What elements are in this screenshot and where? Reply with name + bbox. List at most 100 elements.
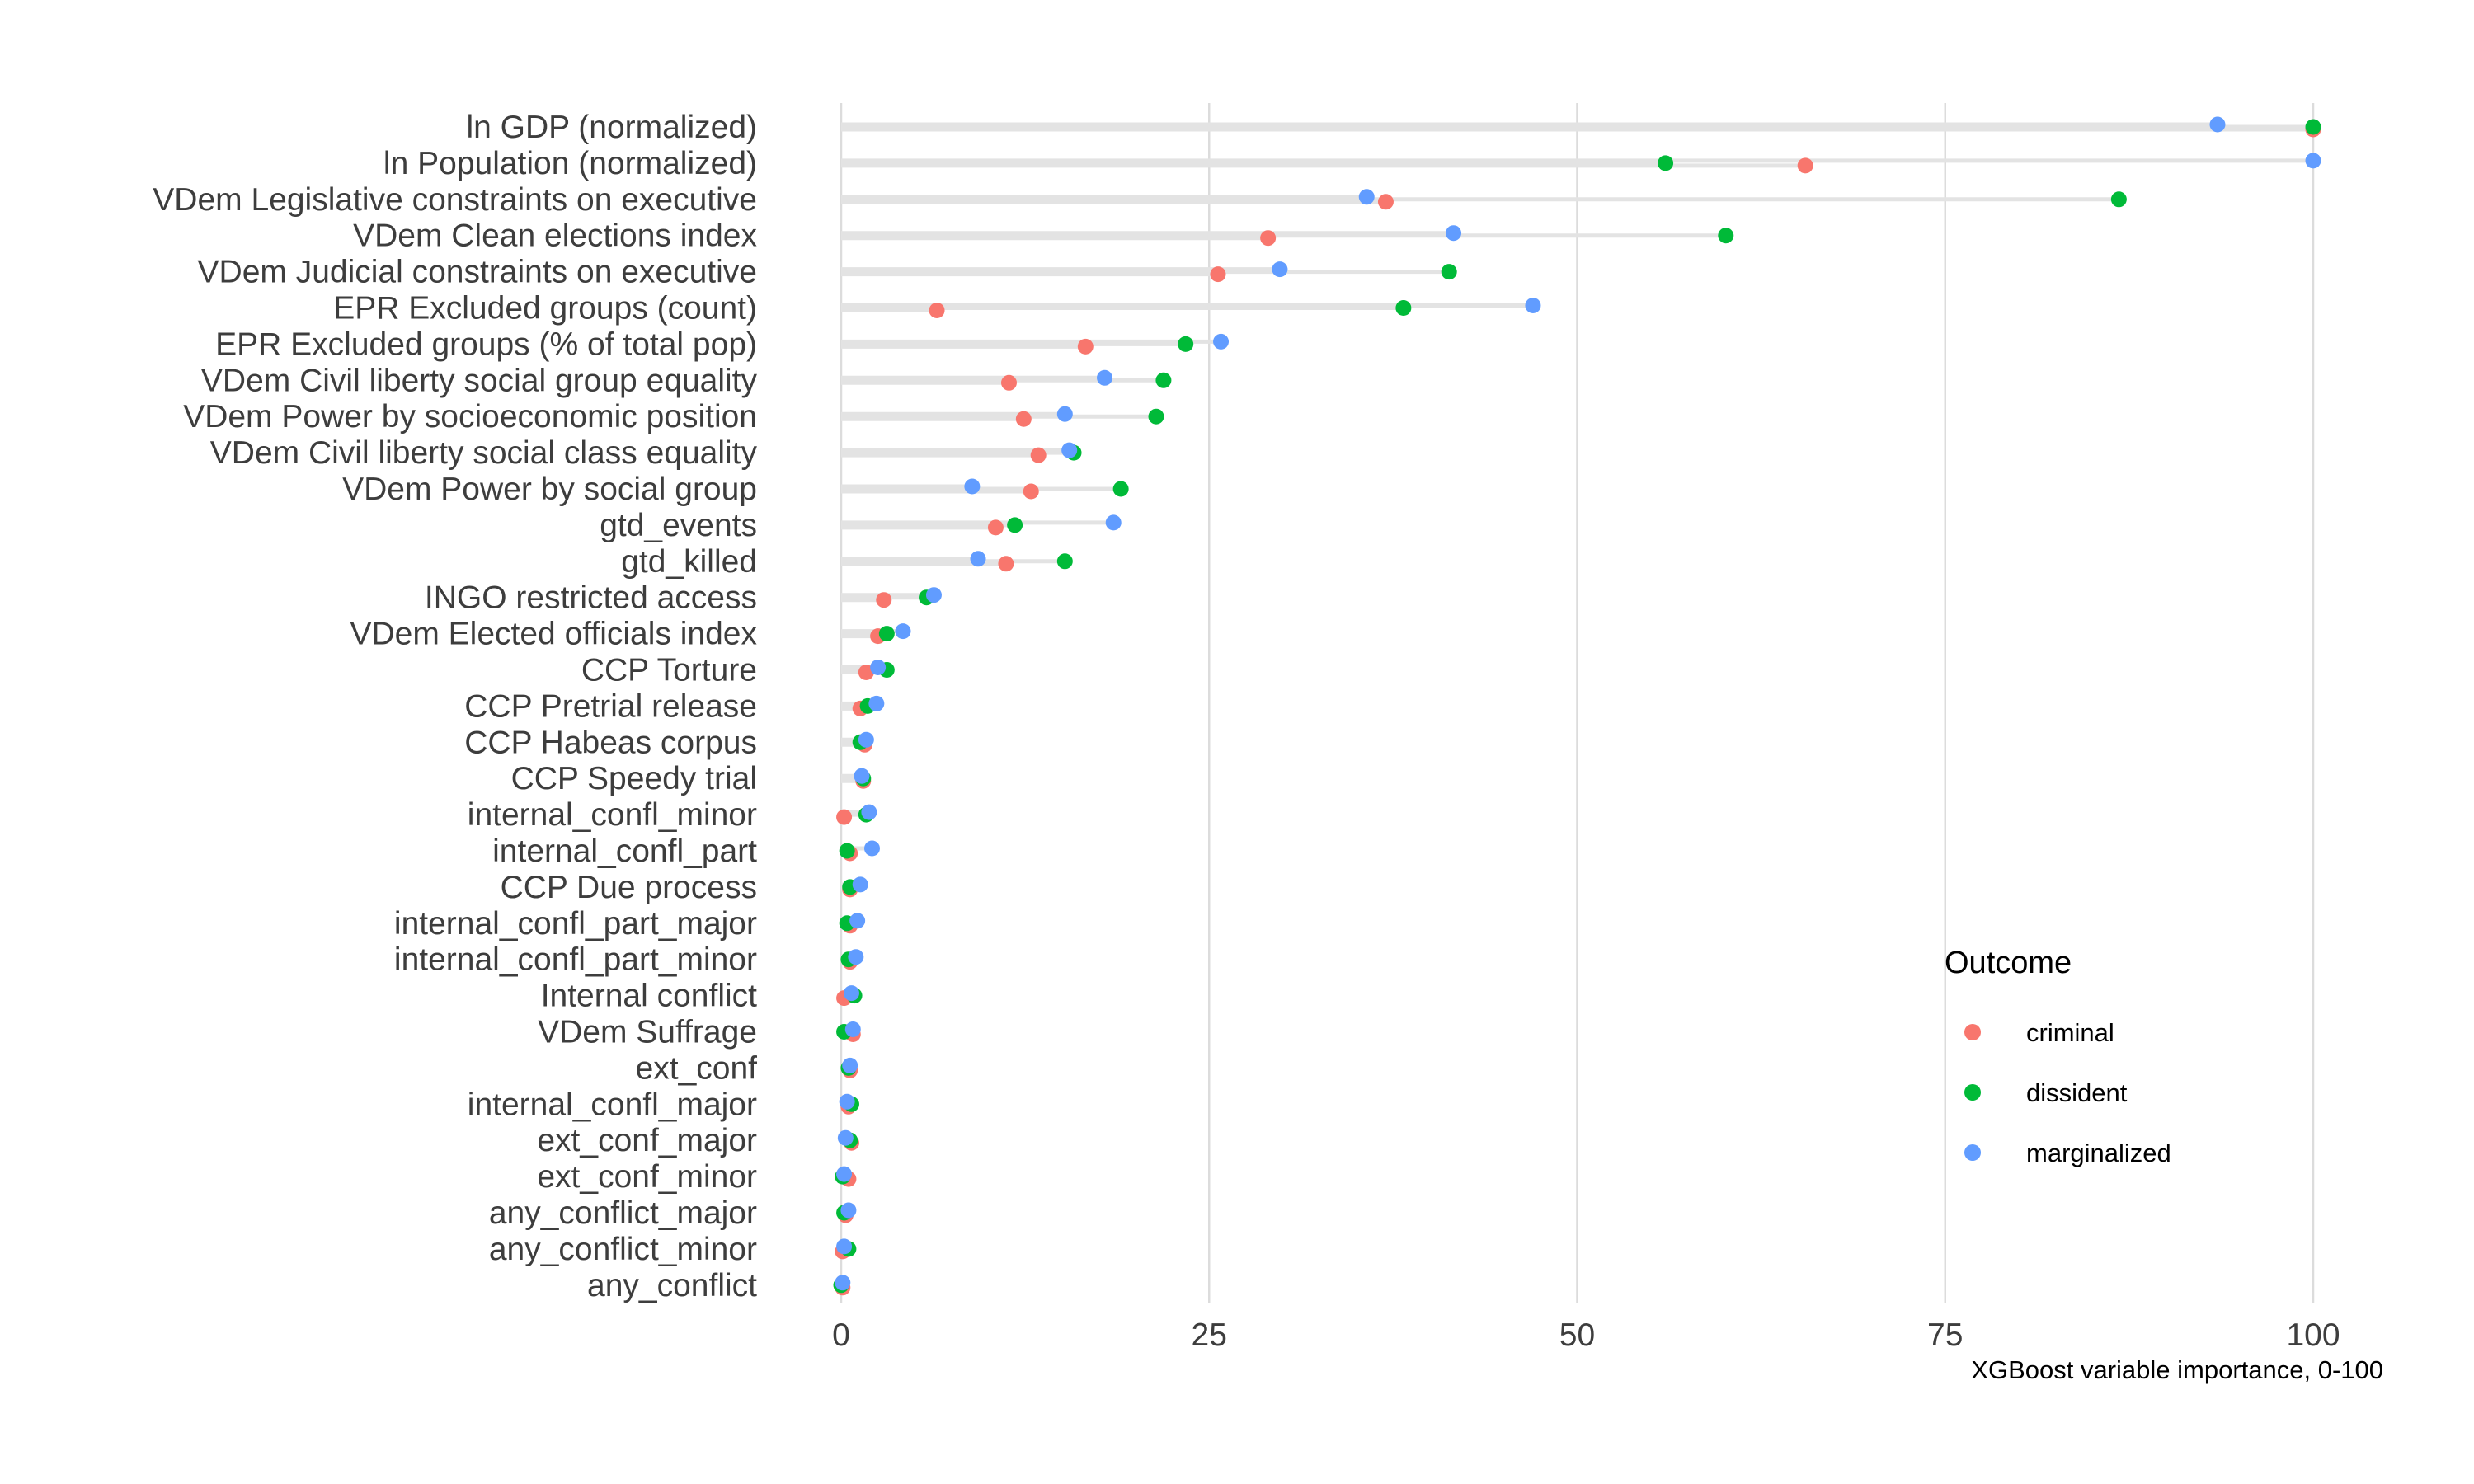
y-category-label: VDem Clean elections index (353, 218, 757, 254)
y-category-label: EPR Excluded groups (% of total pop) (215, 326, 757, 362)
y-category-label: ext_conf_major (537, 1123, 757, 1158)
y-category-label: INGO restricted access (425, 580, 757, 616)
point-marginalized (925, 587, 942, 603)
y-category-label: VDem Legislative constraints on executiv… (153, 182, 757, 218)
point-marginalized (1272, 261, 1288, 278)
point-criminal (858, 665, 874, 680)
point-marginalized (836, 1238, 853, 1255)
point-criminal (929, 303, 945, 318)
point-criminal (998, 556, 1014, 572)
point-marginalized (863, 840, 880, 857)
y-category-label: any_conflict (587, 1268, 757, 1303)
point-criminal (1797, 157, 1813, 174)
y-category-label: internal_confl_major (468, 1087, 757, 1122)
point-marginalized (840, 1202, 857, 1219)
y-category-label: CCP Due process (501, 870, 757, 905)
y-category-label: ln GDP (normalized) (466, 110, 757, 145)
x-tick-label: 75 (1927, 1317, 1963, 1353)
y-category-label: CCP Torture (581, 653, 757, 688)
legend-label-marginalized: marginalized (2026, 1139, 2171, 1167)
legend-label-dissident: dissident (2026, 1078, 2128, 1107)
point-criminal (836, 809, 853, 825)
data-points (833, 116, 2321, 1296)
y-category-label: ext_conf_minor (537, 1159, 757, 1195)
point-marginalized (868, 695, 885, 711)
point-criminal (876, 592, 892, 608)
point-dissident (2305, 119, 2321, 135)
y-category-label: VDem Power by social group (342, 472, 757, 507)
x-tick-label: 50 (1559, 1317, 1595, 1353)
point-marginalized (854, 768, 870, 784)
point-marginalized (835, 1275, 851, 1291)
point-marginalized (964, 478, 981, 495)
y-category-label: VDem Power by socioeconomic position (183, 399, 757, 434)
point-marginalized (852, 876, 868, 893)
point-marginalized (2305, 153, 2321, 169)
legend-label-criminal: criminal (2026, 1018, 2114, 1047)
point-marginalized (1097, 369, 1113, 386)
point-marginalized (842, 1057, 858, 1073)
point-marginalized (861, 804, 877, 820)
legend-key-dissident (1964, 1084, 1981, 1101)
x-axis-tick-labels: 0 25 50 75 100 (832, 1317, 2340, 1353)
point-marginalized (848, 949, 864, 965)
point-marginalized (849, 913, 866, 929)
point-dissident (1007, 517, 1023, 533)
point-criminal (1210, 266, 1226, 283)
point-marginalized (1358, 189, 1375, 205)
point-marginalized (1446, 225, 1462, 242)
y-category-label: EPR Excluded groups (count) (333, 291, 757, 326)
y-category-label: gtd_killed (621, 544, 757, 580)
y-axis-labels: ln GDP (normalized)ln Population (normal… (153, 110, 757, 1303)
y-category-label: VDem Civil liberty social class equality (210, 435, 758, 471)
legend-title: Outcome (1945, 946, 2072, 980)
point-marginalized (1213, 333, 1230, 350)
y-category-label: any_conflict_major (489, 1195, 757, 1231)
point-criminal (1000, 374, 1017, 391)
point-dissident (1148, 408, 1164, 425)
legend-items: criminal dissident marginalized (1964, 1018, 2171, 1167)
y-category-label: CCP Pretrial release (464, 688, 757, 724)
point-marginalized (1105, 514, 1122, 531)
point-dissident (878, 626, 895, 642)
x-axis-title: XGBoost variable importance, 0-100 (1971, 1355, 2383, 1384)
point-marginalized (1056, 406, 1073, 422)
legend: Outcome criminal dissident marginalized (1945, 946, 2171, 1167)
y-category-label: CCP Speedy trial (511, 761, 757, 796)
point-marginalized (870, 660, 887, 675)
point-marginalized (836, 1166, 853, 1182)
y-category-label: internal_confl_minor (468, 797, 757, 833)
y-category-label: internal_confl_part_major (394, 906, 757, 942)
y-category-label: Internal conflict (541, 979, 757, 1014)
point-marginalized (1061, 442, 1078, 458)
point-criminal (1077, 338, 1094, 355)
point-marginalized (2209, 116, 2226, 133)
point-marginalized (843, 985, 859, 1002)
point-dissident (1155, 372, 1172, 388)
x-tick-label: 100 (2286, 1317, 2340, 1353)
y-category-label: VDem Civil liberty social group equality (201, 363, 758, 398)
y-category-label: any_conflict_minor (489, 1232, 757, 1267)
point-dissident (839, 843, 855, 859)
y-category-label: VDem Elected officials index (350, 617, 757, 652)
y-category-label: ln Population (normalized) (383, 146, 757, 181)
legend-key-criminal (1964, 1024, 1981, 1040)
point-dissident (1395, 300, 1412, 316)
point-marginalized (1525, 298, 1541, 313)
point-criminal (1377, 194, 1394, 210)
point-dissident (2110, 191, 2127, 208)
point-dissident (1658, 155, 1674, 171)
point-criminal (987, 519, 1004, 536)
point-marginalized (858, 731, 874, 748)
point-dissident (1718, 228, 1734, 244)
point-criminal (1260, 230, 1277, 247)
gridlines (840, 103, 2315, 1303)
point-marginalized (895, 623, 911, 640)
y-category-label: internal_confl_part (492, 834, 757, 869)
point-criminal (1023, 483, 1039, 500)
y-category-label: VDem Suffrage (538, 1015, 757, 1050)
point-criminal (1030, 447, 1047, 463)
point-marginalized (839, 1093, 855, 1110)
y-category-label: VDem Judicial constraints on executive (198, 255, 757, 290)
